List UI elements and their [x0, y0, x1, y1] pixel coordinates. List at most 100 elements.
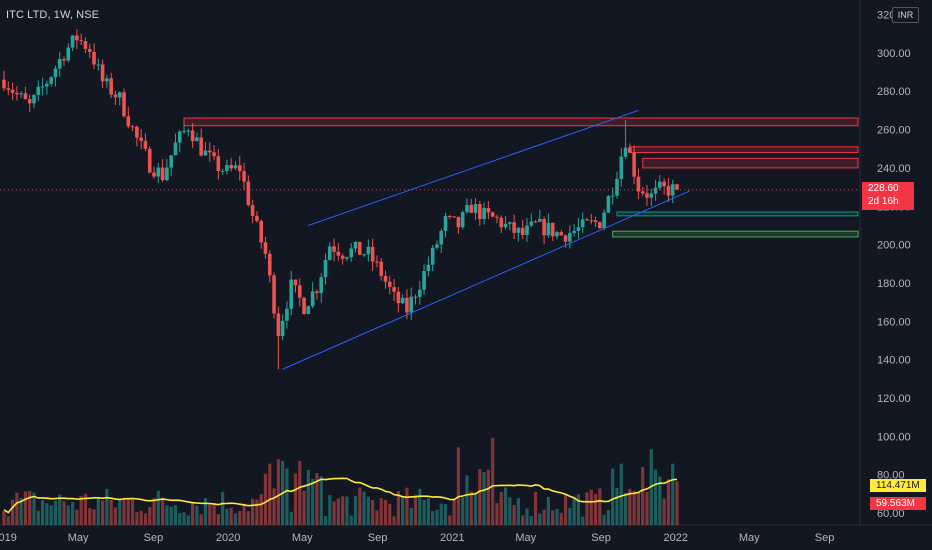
volume-bar	[246, 511, 250, 525]
price-tick-label: 120.00	[877, 393, 911, 405]
volume-bar	[602, 514, 606, 525]
candle-body	[272, 275, 276, 314]
channel-upper-line	[308, 109, 639, 226]
candle-body	[45, 83, 49, 87]
volume-bar	[499, 492, 503, 525]
time-tick-label: May	[739, 532, 760, 544]
volume-bar	[409, 507, 413, 525]
candle-body	[36, 86, 41, 96]
volume-bar	[443, 504, 448, 525]
volume-bar	[100, 500, 105, 525]
volume-bar	[611, 468, 615, 525]
volume-bar	[302, 491, 306, 525]
candle-body	[542, 218, 546, 236]
volume-bar	[336, 498, 340, 525]
candle-body	[533, 221, 538, 223]
candle-body	[636, 176, 641, 192]
volume-bar	[435, 509, 439, 525]
candle-body	[353, 241, 358, 249]
volume-bar	[349, 515, 353, 525]
price-tick-label: 160.00	[877, 316, 911, 328]
candle-body	[246, 181, 251, 206]
candle-body	[315, 291, 319, 294]
candle-body	[563, 235, 568, 242]
volume-bar	[353, 495, 358, 525]
candle-body	[336, 251, 341, 256]
candle-body	[302, 297, 306, 314]
candle-body	[473, 204, 478, 213]
volume-ma-line	[3, 477, 678, 514]
price-zone	[629, 146, 859, 154]
volume-bar	[341, 496, 345, 525]
volume-bar	[53, 500, 58, 525]
volume-bar	[491, 438, 495, 525]
candle-body	[130, 126, 135, 128]
price-tick-label: 180.00	[877, 278, 911, 290]
volume-bar	[456, 447, 460, 525]
volume-bar	[675, 481, 679, 525]
volume-bar	[276, 459, 280, 525]
volume-bar	[58, 494, 62, 525]
volume-last-tag: 59.563M	[870, 497, 926, 510]
price-tick-label: 280.00	[877, 86, 911, 98]
currency-button[interactable]: INR	[892, 7, 919, 23]
candle-body	[503, 223, 508, 228]
trend-lines	[0, 109, 860, 370]
time-tick-label: 2021	[440, 532, 464, 544]
volume-bar	[465, 475, 469, 525]
candle-body	[379, 261, 384, 276]
price-zone	[183, 117, 859, 127]
volume-bar	[671, 463, 675, 525]
price-zone	[642, 157, 859, 169]
candle-body	[349, 248, 354, 258]
candle-body	[520, 227, 525, 235]
candle-body	[113, 94, 118, 98]
volume-bar	[503, 487, 508, 525]
volume-bar	[413, 494, 418, 525]
candle-body	[478, 204, 482, 220]
candle-body	[255, 215, 259, 221]
candle-body	[285, 308, 289, 321]
candle-body	[405, 297, 409, 313]
candle-body	[190, 130, 195, 142]
candle-body	[263, 242, 268, 254]
volume-bar	[315, 473, 319, 525]
candle-body	[585, 219, 589, 221]
volume-bar	[525, 508, 529, 525]
volume-bar	[23, 491, 28, 525]
volume-bar	[439, 503, 443, 525]
volume-bar	[452, 499, 456, 525]
candle-body	[66, 47, 71, 61]
candle-body	[143, 140, 148, 149]
candle-body	[53, 68, 58, 78]
volume-bar	[96, 498, 100, 525]
price-tick-label: 140.00	[877, 355, 911, 367]
candle-body	[250, 205, 255, 216]
price-zones	[183, 117, 859, 238]
candle-body	[632, 152, 636, 177]
volume-bar	[6, 516, 10, 525]
candle-body	[653, 187, 658, 194]
candle-body	[259, 220, 263, 243]
volume-bar	[598, 488, 602, 525]
candle-body	[126, 116, 131, 127]
volume-bar	[182, 512, 186, 525]
volume-bar	[122, 499, 126, 525]
candle-body	[327, 246, 332, 260]
volume-bar	[225, 508, 229, 525]
volume-bar	[251, 498, 255, 525]
candle-body	[400, 297, 405, 304]
time-tick-label: May	[292, 532, 313, 544]
candle-body	[32, 95, 36, 104]
candle-body	[96, 64, 101, 66]
volume-bar	[143, 513, 148, 525]
volume-bar	[593, 493, 598, 525]
candle-body	[649, 193, 654, 198]
volume-bar	[10, 499, 15, 525]
volume-bar	[272, 488, 276, 525]
symbol-title: ITC LTD, 1W, NSE	[6, 9, 100, 21]
volume-bar	[658, 476, 662, 525]
time-axis: 2019 May Sep 2020 May Sep 2021 May Sep 2022 May Sep	[0, 532, 834, 544]
